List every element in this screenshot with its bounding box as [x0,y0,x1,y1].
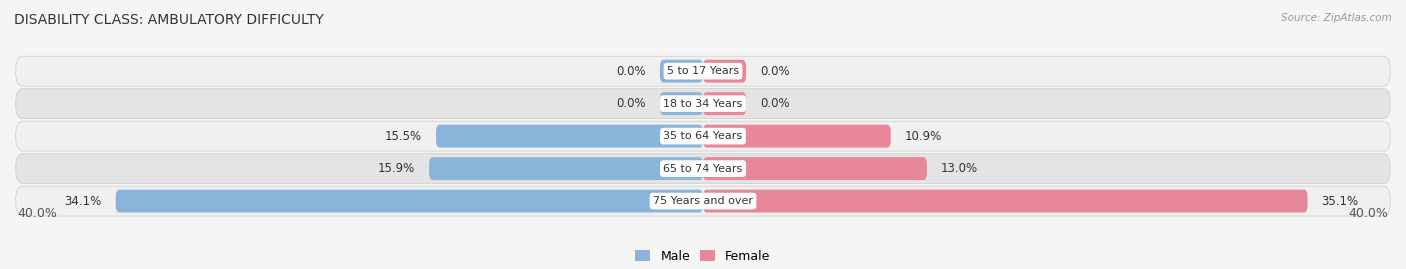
Text: 40.0%: 40.0% [17,207,58,220]
Text: 13.0%: 13.0% [941,162,977,175]
Text: 75 Years and over: 75 Years and over [652,196,754,206]
Text: 65 to 74 Years: 65 to 74 Years [664,164,742,174]
FancyBboxPatch shape [703,60,747,83]
Text: 34.1%: 34.1% [65,194,101,208]
FancyBboxPatch shape [429,157,703,180]
Legend: Male, Female: Male, Female [636,250,770,263]
FancyBboxPatch shape [703,190,1308,213]
FancyBboxPatch shape [15,56,1391,86]
FancyBboxPatch shape [703,125,891,148]
FancyBboxPatch shape [659,60,703,83]
FancyBboxPatch shape [115,190,703,213]
Text: 10.9%: 10.9% [904,130,942,143]
FancyBboxPatch shape [15,121,1391,151]
FancyBboxPatch shape [436,125,703,148]
FancyBboxPatch shape [15,154,1391,183]
Text: 15.9%: 15.9% [378,162,415,175]
FancyBboxPatch shape [659,92,703,115]
FancyBboxPatch shape [15,89,1391,119]
FancyBboxPatch shape [703,92,747,115]
Text: DISABILITY CLASS: AMBULATORY DIFFICULTY: DISABILITY CLASS: AMBULATORY DIFFICULTY [14,13,323,27]
FancyBboxPatch shape [703,157,927,180]
Text: 0.0%: 0.0% [759,97,789,110]
FancyBboxPatch shape [15,186,1391,216]
Text: 5 to 17 Years: 5 to 17 Years [666,66,740,76]
Text: 15.5%: 15.5% [385,130,422,143]
Text: 0.0%: 0.0% [617,65,647,78]
Text: Source: ZipAtlas.com: Source: ZipAtlas.com [1281,13,1392,23]
Text: 0.0%: 0.0% [759,65,789,78]
Text: 18 to 34 Years: 18 to 34 Years [664,99,742,109]
Text: 40.0%: 40.0% [1348,207,1389,220]
Text: 35.1%: 35.1% [1322,194,1358,208]
Text: 0.0%: 0.0% [617,97,647,110]
Text: 35 to 64 Years: 35 to 64 Years [664,131,742,141]
